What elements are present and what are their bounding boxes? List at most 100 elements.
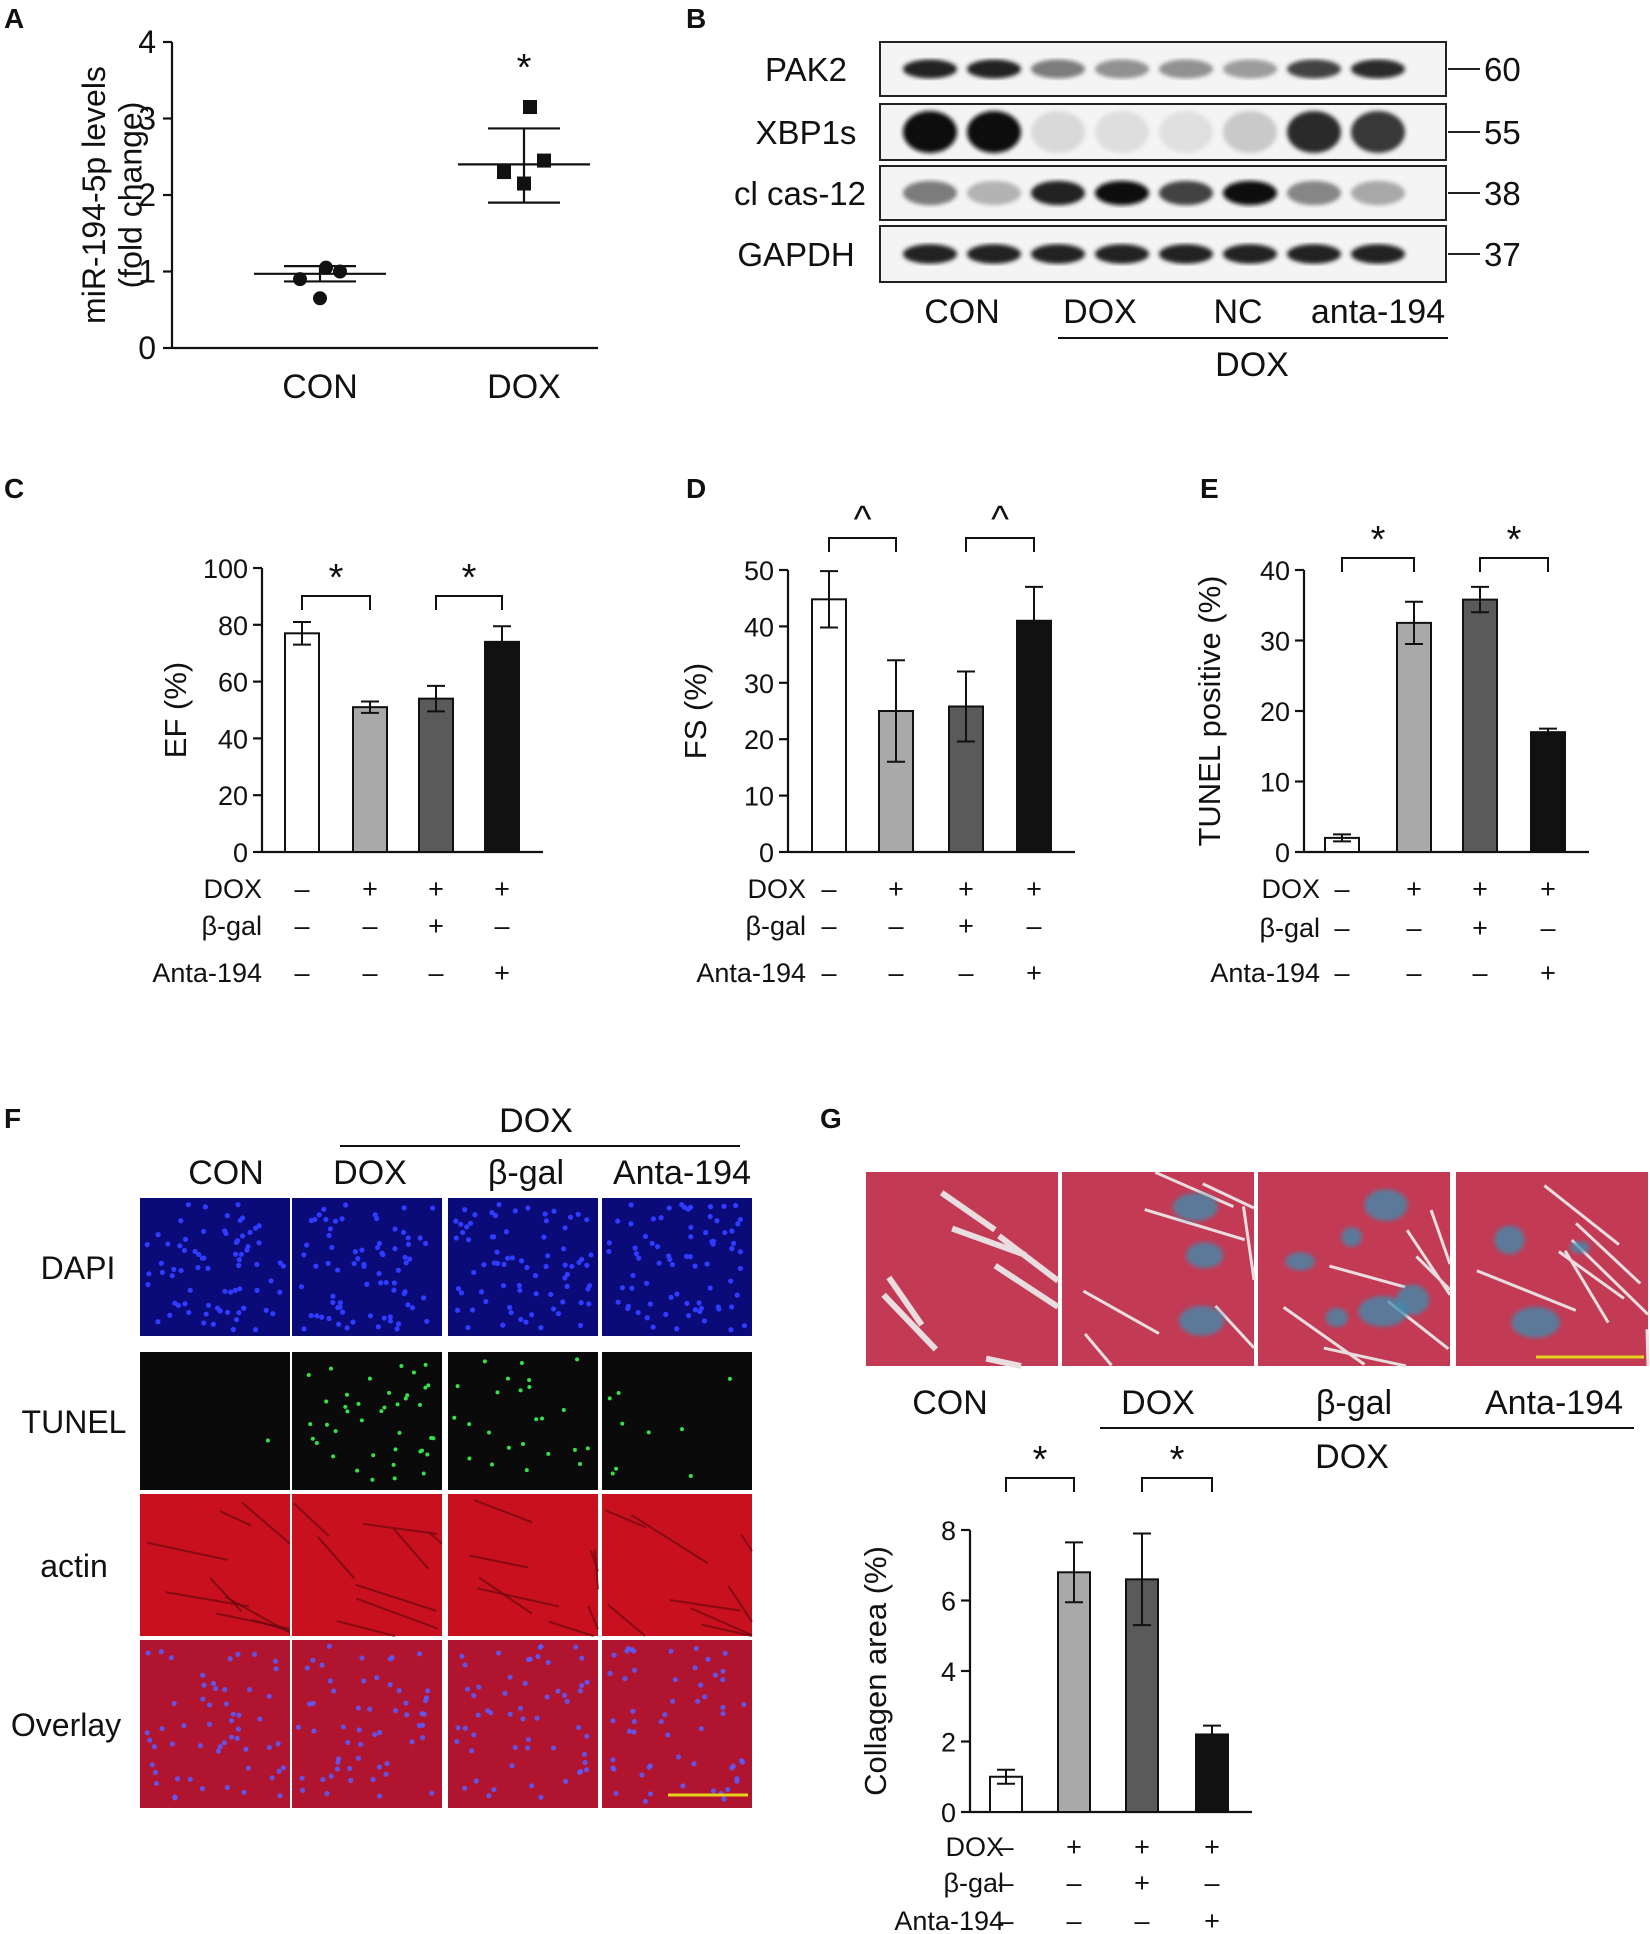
nucleus-dot — [312, 1216, 318, 1223]
nucleus-dot — [233, 1317, 240, 1323]
kda-label: 55 — [1484, 114, 1521, 151]
nucleus-dot — [195, 1264, 201, 1271]
y-tick-label: 40 — [1260, 556, 1290, 586]
nucleus-dot — [630, 1272, 636, 1279]
condition-label: DOX — [1261, 874, 1320, 904]
blot-band — [903, 244, 957, 264]
overlay-nucleus-dot — [473, 1778, 479, 1784]
micrograph-tile — [448, 1352, 598, 1490]
overlay-nucleus-dot — [181, 1722, 187, 1729]
overlay-nucleus-dot — [367, 1706, 373, 1712]
y-tick-label: 40 — [744, 612, 774, 642]
fiber-streak — [476, 1587, 559, 1608]
x-category-label: DOX — [487, 368, 561, 406]
nucleus-dot — [239, 1233, 246, 1239]
nucleus-dot — [336, 1321, 342, 1327]
nucleus-dot — [629, 1285, 635, 1291]
nucleus-dot — [350, 1319, 356, 1325]
overlay-nucleus-dot — [377, 1729, 383, 1736]
tunel-positive-dot — [518, 1388, 523, 1393]
tunel-positive-dot — [431, 1436, 436, 1441]
nucleus-dot — [501, 1261, 507, 1267]
nucleus-dot — [730, 1240, 737, 1247]
tunel-positive-dot — [418, 1449, 423, 1454]
tunel-positive-dot — [324, 1399, 329, 1404]
condition-mark: + — [1134, 1868, 1150, 1898]
tunel-positive-dot — [392, 1476, 397, 1481]
nucleus-dot — [301, 1252, 307, 1258]
tissue-gap — [1429, 1209, 1452, 1265]
nucleus-dot — [579, 1256, 585, 1262]
nucleus-dot — [247, 1229, 253, 1235]
bar — [284, 632, 320, 853]
condition-mark: + — [958, 911, 974, 941]
nucleus-dot — [635, 1309, 641, 1316]
overlay-nucleus-dot — [577, 1768, 584, 1775]
nucleus-dot — [236, 1310, 242, 1316]
overlay-nucleus-dot — [384, 1760, 390, 1767]
overlay-nucleus-dot — [631, 1667, 638, 1673]
tunel-positive-dot — [387, 1390, 392, 1395]
overlay-nucleus-dot — [326, 1643, 332, 1649]
condition-mark: + — [1540, 874, 1556, 904]
nucleus-dot — [325, 1260, 331, 1266]
tunel-positive-dot — [482, 1359, 487, 1364]
column-label: β-gal — [1316, 1384, 1392, 1422]
nucleus-dot — [323, 1216, 329, 1223]
overlay-nucleus-dot — [423, 1695, 430, 1701]
nucleus-dot — [455, 1285, 462, 1292]
y-tick-label: 20 — [744, 725, 774, 755]
overlay-nucleus-dot — [475, 1712, 481, 1718]
column-label: β-gal — [488, 1154, 564, 1192]
condition-label: β-gal — [1259, 913, 1320, 943]
condition-mark: + — [958, 874, 974, 904]
tunel-positive-dot — [403, 1396, 408, 1401]
fiber-streak — [701, 1623, 753, 1637]
nucleus-dot — [625, 1303, 632, 1309]
nucleus-dot — [737, 1249, 743, 1255]
y-tick-label: 20 — [218, 781, 248, 811]
condition-mark: + — [1540, 958, 1556, 988]
condition-mark: – — [1472, 958, 1487, 988]
nucleus-dot — [684, 1300, 690, 1307]
data-point — [293, 272, 307, 287]
significance-bracket — [965, 537, 1035, 552]
nucleus-dot — [280, 1263, 286, 1269]
nucleus-dot — [202, 1204, 209, 1210]
tissue-gap — [1214, 1304, 1256, 1349]
overlay-nucleus-dot — [230, 1711, 236, 1717]
nucleus-dot — [335, 1267, 341, 1273]
tissue-gap — [1202, 1182, 1255, 1210]
overlay-nucleus-dot — [626, 1728, 632, 1734]
tunel-positive-dot — [411, 1370, 416, 1375]
overlay-nucleus-dot — [206, 1702, 213, 1708]
overlay-nucleus-dot — [269, 1775, 275, 1781]
nucleus-dot — [545, 1253, 551, 1259]
nucleus-dot — [696, 1300, 702, 1306]
overlay-nucleus-dot — [387, 1681, 393, 1688]
kda-label: 38 — [1484, 175, 1521, 212]
condition-mark: + — [1134, 1832, 1150, 1862]
overlay-nucleus-dot — [631, 1648, 637, 1654]
tunel-positive-dot — [324, 1422, 329, 1427]
condition-mark: – — [821, 958, 836, 988]
nucleus-dot — [714, 1218, 720, 1224]
nucleus-dot — [337, 1300, 344, 1306]
nucleus-dot — [685, 1312, 692, 1319]
nucleus-dot — [177, 1243, 183, 1249]
condition-mark: – — [998, 1906, 1013, 1934]
bar — [418, 697, 454, 854]
tissue-gap — [1415, 1255, 1452, 1291]
nucleus-dot — [236, 1257, 242, 1263]
overlay-nucleus-dot — [534, 1715, 540, 1721]
overlay-nucleus-dot — [702, 1694, 708, 1700]
nucleus-dot — [562, 1262, 568, 1268]
nucleus-dot — [222, 1288, 228, 1294]
nucleus-dot — [619, 1285, 626, 1291]
column-bracket-label: DOX — [1315, 1438, 1389, 1476]
overlay-nucleus-dot — [223, 1701, 229, 1707]
y-tick-label: 0 — [233, 838, 248, 868]
micrograph-tile — [602, 1494, 752, 1636]
overlay-nucleus-dot — [404, 1712, 410, 1718]
